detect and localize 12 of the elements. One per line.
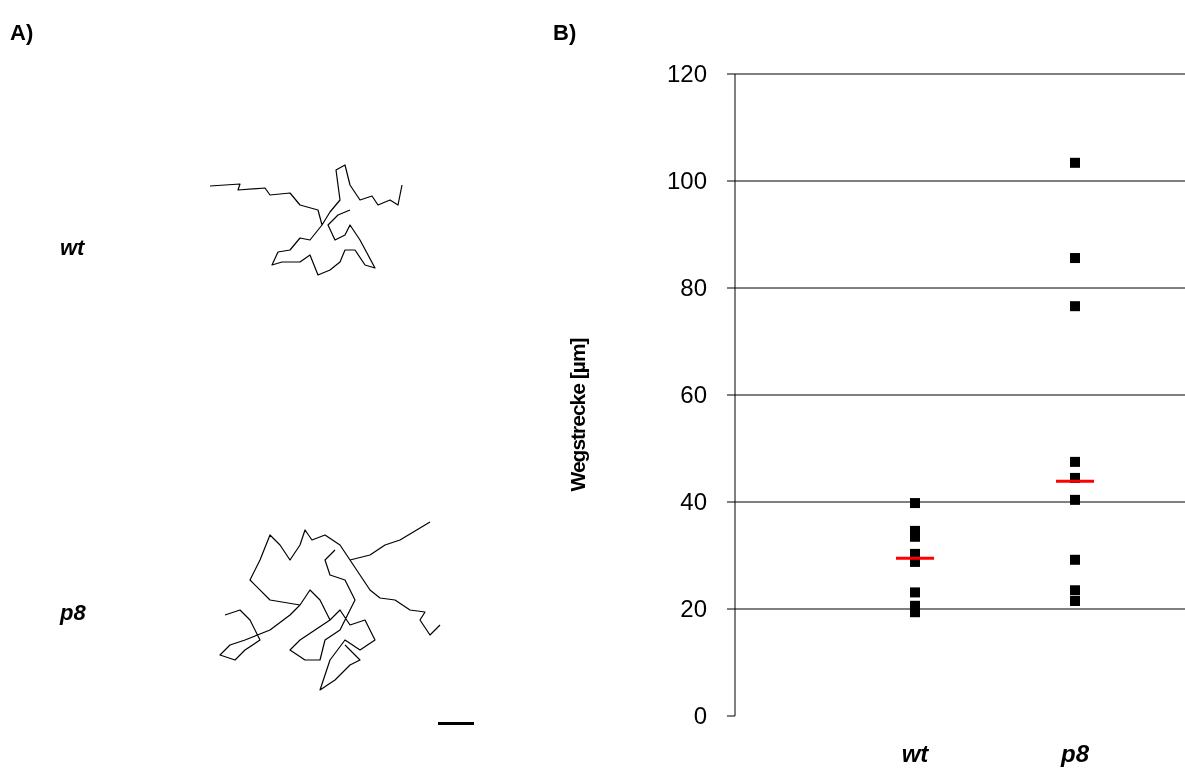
text: p8 (59, 600, 87, 625)
text: A) (10, 20, 34, 45)
y-tick-label: 80 (680, 274, 707, 302)
y-tick-label: 20 (680, 595, 707, 623)
y-tick-label: 100 (666, 167, 707, 195)
y-tick-label: 60 (680, 381, 707, 409)
chart-title: B) (553, 20, 577, 45)
y-tick-label: 40 (680, 488, 707, 516)
y-tick-label: 0 (693, 702, 707, 730)
text: wt (60, 235, 87, 260)
y-tick-label: 120 (666, 60, 707, 88)
y-axis-title: Wegstrecke [µm] (566, 338, 589, 492)
